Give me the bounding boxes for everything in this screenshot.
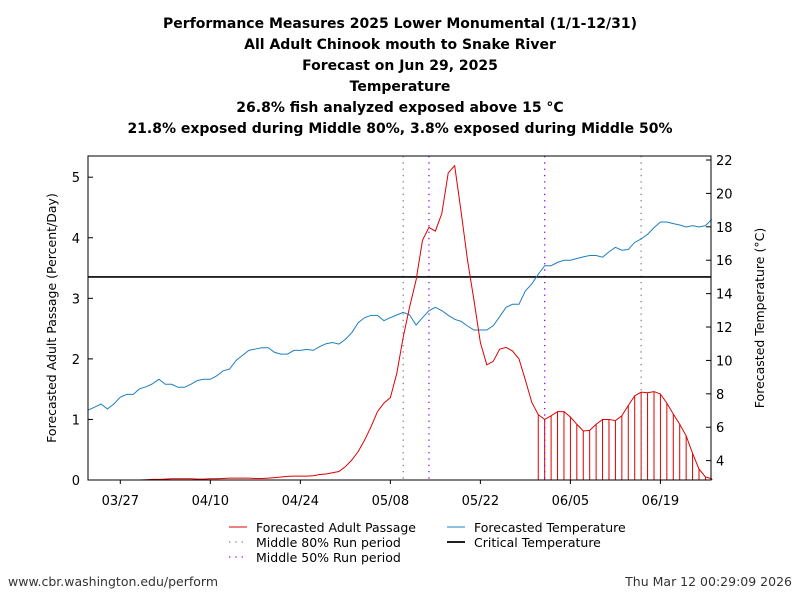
legend-label-middle-80: Middle 80% Run period [256, 535, 401, 550]
title-line-5: 26.8% fish analyzed exposed above 15 °C [236, 100, 563, 116]
temperature-series-line [87, 218, 713, 411]
footer-url[interactable]: www.cbr.washington.edu/perform [8, 574, 218, 589]
y-axis-label: Forecasted Adult Passage (Percent/Day) [44, 193, 59, 443]
y-tick-label: 2 [72, 353, 80, 368]
footer-timestamp: Thu Mar 12 00:29:09 2026 [624, 574, 792, 589]
legend-label-passage: Forecasted Adult Passage [256, 520, 416, 535]
x-tick-label: 04/10 [192, 494, 229, 509]
y-tick-label: 5 [72, 171, 80, 186]
x-tick-label: 05/08 [372, 494, 409, 509]
y2-tick-label: 4 [716, 455, 724, 470]
y2-tick-label: 8 [716, 388, 724, 403]
title-line-6: 21.8% exposed during Middle 80%, 3.8% ex… [127, 121, 672, 137]
y2-tick-label: 22 [716, 154, 733, 169]
y2-tick-label: 10 [716, 354, 733, 369]
y2-tick-label: 16 [716, 254, 733, 269]
x-tick-label: 06/05 [552, 494, 589, 509]
x-tick-label: 06/19 [642, 494, 679, 509]
y2-tick-label: 18 [716, 221, 733, 236]
title-line-1: Performance Measures 2025 Lower Monument… [163, 16, 637, 32]
y2-tick-label: 6 [716, 421, 724, 436]
passage-series-line [88, 164, 712, 481]
legend: Forecasted Adult Passage Forecasted Temp… [229, 520, 626, 565]
legend-label-temperature: Forecasted Temperature [474, 520, 626, 535]
y-tick-label: 3 [72, 292, 80, 307]
legend-label-middle-50: Middle 50% Run period [256, 550, 401, 565]
chart-title: Performance Measures 2025 Lower Monument… [127, 16, 672, 137]
y2-tick-label: 14 [716, 288, 733, 303]
exposure-hatching [537, 391, 713, 480]
y-tick-label: 4 [72, 232, 80, 247]
run-period-lines [402, 156, 642, 480]
legend-label-critical: Critical Temperature [474, 535, 601, 550]
y2-axis-label: Forecasted Temperature (°C) [752, 228, 767, 408]
x-tick-label: 03/27 [102, 494, 139, 509]
title-line-2: All Adult Chinook mouth to Snake River [244, 37, 556, 53]
y-tick-label: 1 [72, 413, 80, 428]
title-line-3: Forecast on Jun 29, 2025 [302, 58, 498, 74]
x-tick-label: 05/22 [462, 494, 499, 509]
title-line-4: Temperature [350, 79, 451, 95]
y2-tick-label: 20 [716, 187, 733, 202]
x-tick-label: 04/24 [282, 494, 319, 509]
plot-frame [87, 155, 712, 481]
y-tick-label: 0 [72, 474, 80, 489]
y2-tick-label: 12 [716, 321, 733, 336]
